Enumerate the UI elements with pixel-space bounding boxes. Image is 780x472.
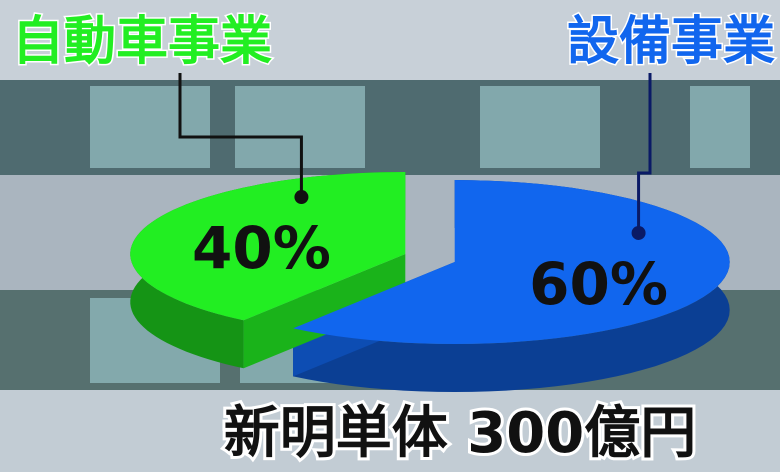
labels: 60% 設備事業 40% 自動車事業 <box>11 11 777 319</box>
slice-cut <box>243 254 406 369</box>
slice <box>293 180 730 344</box>
leader-line <box>637 73 652 233</box>
value-label: 40% <box>192 214 331 282</box>
leader-dot <box>631 225 646 240</box>
caption: 新明単体 300億円 <box>224 401 696 466</box>
leader-line <box>178 73 303 198</box>
category-label: 自動車事業 <box>12 12 272 72</box>
category-label: 設備事業 <box>567 12 775 72</box>
pie <box>130 172 730 392</box>
value-label: 60% <box>529 250 668 318</box>
slice <box>130 172 406 321</box>
leader-dot <box>294 190 309 205</box>
